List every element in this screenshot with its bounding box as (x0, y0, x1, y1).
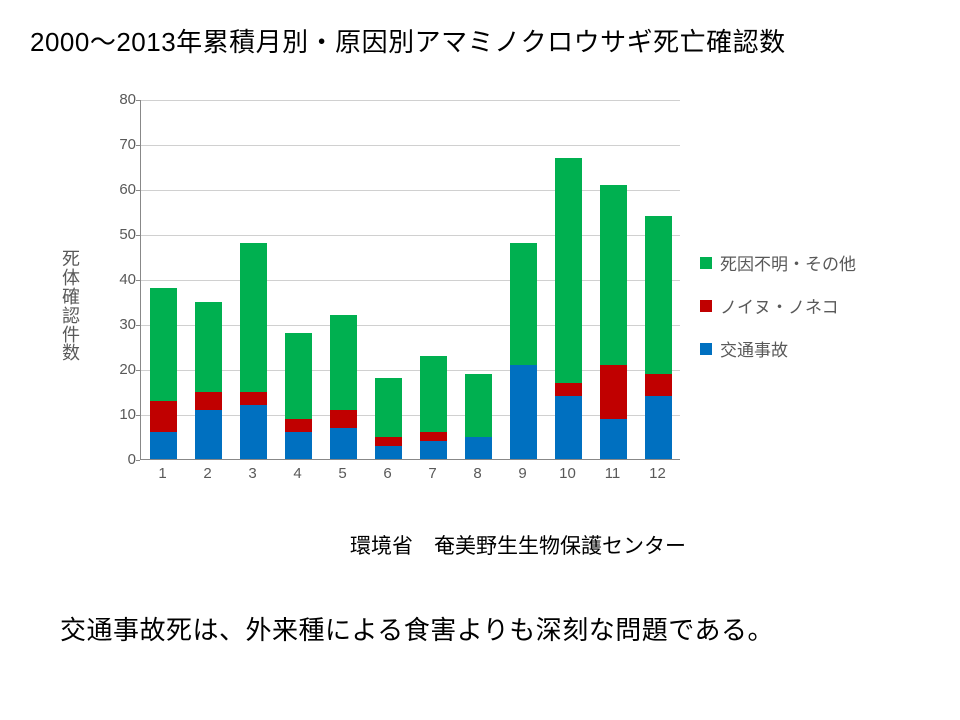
chart-container: 死体確認件数 01020304050607080 123456789101112… (80, 100, 880, 500)
bars (141, 100, 680, 459)
x-tick-label: 2 (188, 465, 228, 482)
bar-segment (555, 383, 583, 397)
y-tick-label: 20 (108, 361, 136, 378)
bar-segment (195, 302, 223, 392)
bar-segment (510, 365, 538, 460)
y-tick-mark (136, 460, 140, 461)
bar-segment (600, 419, 628, 460)
bar-segment (465, 437, 493, 460)
page-title: 2000～2013年累積月別・原因別アマミノクロウサギ死亡確認数 (30, 22, 786, 59)
legend-swatch (700, 257, 712, 269)
legend-swatch (700, 343, 712, 355)
bar-segment (600, 185, 628, 365)
y-axis-label: 死体確認件数 (62, 250, 80, 363)
x-tick-label: 11 (593, 465, 633, 482)
legend-item: 交通事故 (700, 336, 856, 361)
y-tick-label: 50 (108, 226, 136, 243)
x-tick-label: 8 (458, 465, 498, 482)
legend-label: 死因不明・その他 (720, 250, 856, 275)
y-tick-label: 10 (108, 406, 136, 423)
source-text: 環境省 奄美野生生物保護センター (350, 530, 686, 560)
bar-segment (510, 243, 538, 365)
bar-segment (555, 158, 583, 383)
y-tick-label: 40 (108, 271, 136, 288)
bar-segment (285, 432, 313, 459)
x-tick-label: 7 (413, 465, 453, 482)
bar-segment (150, 401, 178, 433)
x-tick-label: 6 (368, 465, 408, 482)
legend-label: 交通事故 (720, 336, 788, 361)
legend-item: ノイヌ・ノネコ (700, 293, 856, 318)
y-tick-label: 30 (108, 316, 136, 333)
bar-segment (285, 333, 313, 419)
bar-segment (240, 405, 268, 459)
bar-segment (195, 392, 223, 410)
x-tick-label: 9 (503, 465, 543, 482)
bar-segment (555, 396, 583, 459)
bar-segment (375, 446, 403, 460)
x-tick-label: 5 (323, 465, 363, 482)
legend-label: ノイヌ・ノネコ (720, 293, 839, 318)
bar-segment (150, 288, 178, 401)
x-tick-label: 10 (548, 465, 588, 482)
bar-segment (330, 315, 358, 410)
bar-segment (330, 410, 358, 428)
bar-segment (375, 437, 403, 446)
bar-segment (195, 410, 223, 460)
y-tick-label: 0 (108, 451, 136, 468)
bar-segment (645, 396, 673, 459)
x-tick-label: 3 (233, 465, 273, 482)
bar-segment (240, 243, 268, 392)
bar-segment (600, 365, 628, 419)
y-tick-label: 70 (108, 136, 136, 153)
bar-segment (375, 378, 403, 437)
bar-segment (240, 392, 268, 406)
bar-segment (645, 374, 673, 397)
y-tick-label: 80 (108, 91, 136, 108)
y-tick-label: 60 (108, 181, 136, 198)
bar-segment (465, 374, 493, 437)
x-tick-label: 4 (278, 465, 318, 482)
caption-text: 交通事故死は、外来種による食害よりも深刻な問題である。 (60, 610, 774, 647)
bar-segment (330, 428, 358, 460)
legend-swatch (700, 300, 712, 312)
legend-item: 死因不明・その他 (700, 250, 856, 275)
bar-segment (420, 441, 448, 459)
bar-segment (420, 432, 448, 441)
bar-segment (420, 356, 448, 433)
x-tick-label: 12 (638, 465, 678, 482)
bar-segment (285, 419, 313, 433)
x-tick-label: 1 (143, 465, 183, 482)
plot-area (140, 100, 680, 460)
bar-segment (645, 216, 673, 374)
legend: 死因不明・その他ノイヌ・ノネコ交通事故 (700, 250, 856, 379)
bar-segment (150, 432, 178, 459)
